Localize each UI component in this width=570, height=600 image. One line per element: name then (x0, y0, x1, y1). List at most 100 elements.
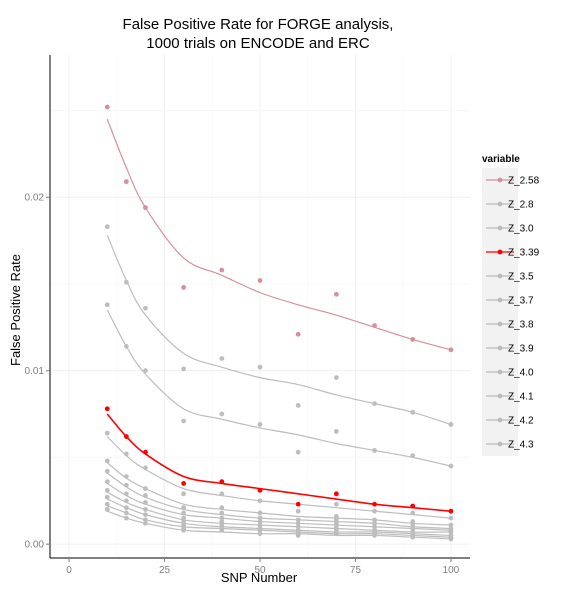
data-point-z-2-58 (257, 278, 263, 283)
data-point-z-4-3 (181, 527, 187, 533)
legend-key-point-z-3-5 (497, 273, 503, 279)
data-point-z-3-5 (123, 451, 129, 457)
data-point-z-4-3 (104, 507, 110, 512)
data-point-z-3-39 (181, 481, 187, 486)
data-point-z-3-0 (143, 368, 148, 374)
legend-label-z-2-58: Z_2.58 (508, 176, 540, 187)
data-point-z-3-8 (123, 482, 129, 488)
data-point-z-2-58 (372, 323, 377, 328)
data-point-z-4-1 (143, 512, 148, 518)
data-point-z-4-0 (181, 519, 187, 524)
data-point-z-3-9 (123, 491, 129, 497)
chart-title-line-1: False Positive Rate for FORGE analysis, (123, 16, 394, 33)
data-point-z-3-7 (448, 522, 454, 528)
data-point-z-3-0 (104, 302, 110, 308)
data-point-z-3-7 (257, 510, 263, 516)
data-point-z-2-8 (143, 305, 148, 311)
series-points (104, 104, 454, 542)
legend-label-z-3-7: Z_3.7 (508, 296, 534, 307)
legend: Z_2.58 Z_2.8 Z_3.0 Z_3.39 Z_3.5 Z_3.7 Z_3.8 Z_3… (486, 176, 540, 451)
series-line-z-2-8 (106, 235, 452, 426)
data-point-z-3-39 (257, 487, 263, 493)
y-tick-label: 0.00 (25, 540, 45, 551)
data-point-z-3-7 (123, 474, 129, 479)
data-point-z-2-8 (295, 402, 301, 408)
legend-label-z-3-0: Z_3.0 (508, 224, 534, 235)
x-tick-label: 25 (159, 565, 171, 576)
y-tick-label: 0.02 (25, 193, 45, 204)
axes (46, 55, 470, 562)
series-line-z-3-7 (106, 462, 451, 526)
data-point-z-4-0 (448, 529, 454, 535)
data-point-z-3-7 (219, 505, 225, 511)
data-point-z-3-9 (219, 515, 225, 521)
data-point-z-4-1 (104, 494, 110, 500)
data-point-z-3-0 (448, 463, 454, 469)
data-point-z-3-0 (219, 411, 225, 417)
x-axis-title: SNP Number (221, 570, 298, 585)
x-tick-label: 75 (350, 565, 362, 576)
series-line-z-3-8 (106, 472, 451, 530)
data-point-z-3-0 (333, 428, 339, 434)
data-point-z-2-8 (104, 224, 110, 230)
data-point-z-3-8 (372, 520, 377, 526)
data-point-z-3-8 (295, 520, 301, 526)
legend-key-point-z-2-58 (497, 177, 503, 183)
data-point-z-4-3 (257, 531, 263, 537)
data-point-z-4-3 (219, 527, 225, 533)
data-point-z-4-3 (410, 534, 416, 540)
legend-label-z-4-3: Z_4.3 (508, 440, 534, 451)
data-point-z-3-39 (333, 491, 339, 497)
data-point-z-4-0 (104, 487, 110, 493)
data-point-z-3-5 (104, 430, 110, 436)
legend-key-point-z-4-2 (497, 417, 503, 423)
legend-label-z-3-39: Z_3.39 (508, 248, 540, 259)
data-point-z-2-58 (295, 331, 301, 337)
legend-label-z-3-8: Z_3.8 (508, 320, 534, 331)
data-point-z-4-0 (123, 498, 129, 504)
legend-label-z-2-8: Z_2.8 (508, 200, 534, 211)
data-point-z-4-0 (219, 519, 225, 524)
y-tick-label: 0.01 (25, 366, 45, 377)
data-point-z-3-8 (257, 515, 263, 521)
data-point-z-4-1 (219, 522, 225, 528)
series-line-z-2-58 (106, 118, 452, 351)
x-tick-label: 100 (443, 565, 460, 576)
tick-labels: 0 25 50 75 100 0.00 0.01 0.02 (25, 193, 460, 576)
data-point-z-3-7 (295, 517, 301, 523)
data-point-z-3-9 (181, 515, 187, 521)
series-lines (106, 118, 452, 540)
data-point-z-4-1 (123, 505, 129, 511)
data-point-z-4-2 (123, 510, 129, 516)
data-point-z-3-0 (372, 448, 377, 453)
legend-key-point-z-4-0 (497, 369, 503, 375)
data-point-z-3-9 (257, 519, 263, 524)
data-point-z-3-8 (219, 510, 225, 516)
data-point-z-4-0 (143, 507, 148, 512)
data-point-z-3-8 (333, 517, 339, 523)
legend-label-z-4-0: Z_4.0 (508, 368, 534, 379)
data-point-z-2-58 (410, 337, 416, 342)
data-point-z-4-1 (181, 522, 187, 528)
series-line-z-3-39 (106, 413, 451, 512)
data-point-z-3-7 (410, 519, 416, 524)
data-point-z-3-39 (123, 434, 129, 439)
data-point-z-3-9 (104, 479, 110, 485)
data-point-z-2-58 (181, 285, 187, 290)
legend-title: variable (482, 154, 520, 165)
data-point-z-3-39 (410, 503, 416, 509)
data-point-z-2-58 (333, 291, 339, 297)
data-point-z-2-8 (448, 422, 454, 427)
data-point-z-2-58 (143, 205, 148, 211)
data-point-z-4-3 (143, 520, 148, 526)
legend-key-background (482, 168, 518, 456)
data-point-z-3-7 (372, 517, 377, 523)
data-point-z-3-39 (143, 449, 148, 455)
series-line-z-3-0 (106, 309, 452, 467)
grid-lines (50, 55, 470, 558)
data-point-z-3-9 (143, 500, 148, 505)
data-point-z-3-7 (104, 458, 110, 464)
data-point-z-3-7 (143, 486, 148, 492)
legend-key-point-z-3-8 (497, 321, 503, 327)
data-point-z-3-9 (372, 524, 377, 530)
